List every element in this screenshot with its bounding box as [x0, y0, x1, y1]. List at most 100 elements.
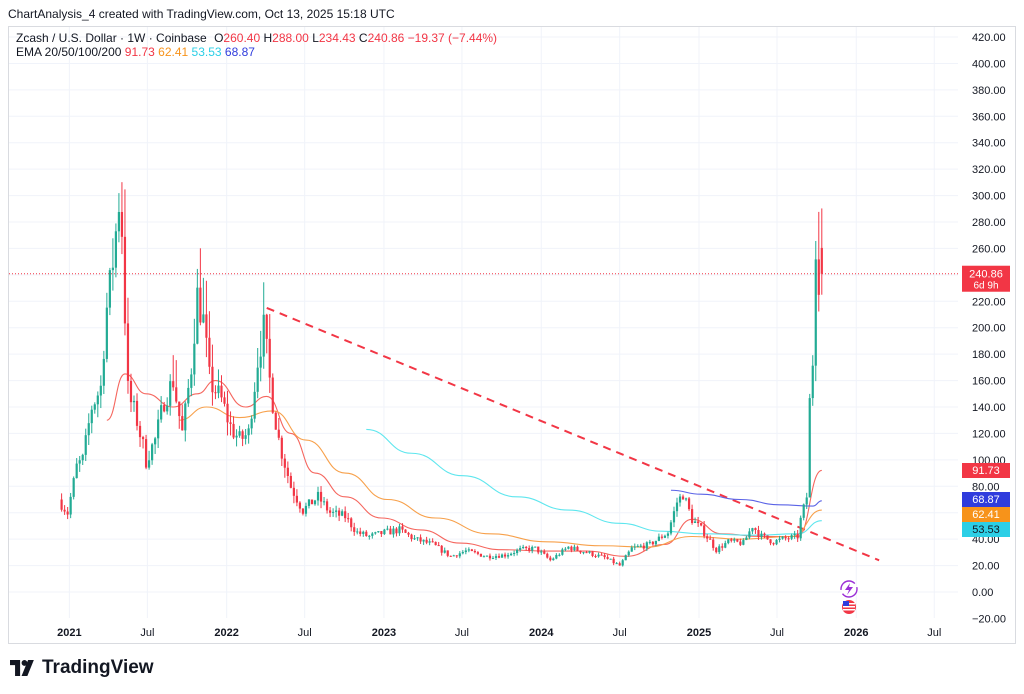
candle[interactable]	[663, 534, 667, 539]
candle[interactable]	[576, 545, 579, 551]
candle[interactable]	[211, 344, 214, 406]
candle[interactable]	[66, 506, 69, 520]
ema-line-ema-100[interactable]	[366, 428, 822, 536]
candle[interactable]	[60, 493, 63, 512]
candle[interactable]	[220, 375, 223, 403]
candle[interactable]	[407, 531, 410, 538]
candle[interactable]	[368, 534, 371, 540]
candle[interactable]	[537, 546, 540, 555]
candle[interactable]	[398, 523, 401, 536]
candle[interactable]	[461, 550, 464, 555]
candle[interactable]	[597, 552, 600, 558]
candle[interactable]	[247, 424, 250, 444]
symbol-name[interactable]: Zcash / U.S. Dollar · 1W · Coinbase	[16, 31, 207, 45]
candle[interactable]	[446, 550, 449, 558]
candle[interactable]	[108, 267, 111, 316]
candle[interactable]	[558, 553, 561, 557]
candle[interactable]	[259, 330, 262, 382]
candle[interactable]	[362, 530, 365, 537]
tradingview-logo[interactable]: TradingView	[10, 657, 154, 679]
candle[interactable]	[117, 193, 121, 243]
candle[interactable]	[522, 544, 525, 549]
candle[interactable]	[516, 548, 519, 556]
candle[interactable]	[681, 494, 685, 500]
candle[interactable]	[344, 506, 347, 523]
candle[interactable]	[359, 527, 362, 537]
candle[interactable]	[784, 535, 787, 541]
candle[interactable]	[506, 552, 510, 559]
candle[interactable]	[277, 417, 280, 441]
candle[interactable]	[268, 314, 271, 393]
candle[interactable]	[609, 558, 612, 560]
candle[interactable]	[217, 369, 220, 399]
candle[interactable]	[75, 458, 78, 479]
candle[interactable]	[383, 528, 386, 535]
candle[interactable]	[84, 428, 87, 461]
candle[interactable]	[715, 546, 718, 554]
chart-panel[interactable]	[8, 26, 1016, 644]
candle[interactable]	[742, 538, 745, 546]
lightning-icon[interactable]	[840, 580, 858, 598]
candle[interactable]	[543, 549, 546, 555]
candle[interactable]	[751, 527, 754, 535]
candle[interactable]	[814, 241, 817, 382]
candle[interactable]	[573, 544, 576, 552]
ema-line-ema-20[interactable]	[106, 373, 823, 557]
candle[interactable]	[235, 429, 238, 447]
candle[interactable]	[184, 401, 187, 442]
candle[interactable]	[482, 555, 486, 558]
candle[interactable]	[458, 551, 461, 559]
candle[interactable]	[223, 391, 226, 407]
candle[interactable]	[313, 499, 317, 506]
candle[interactable]	[310, 499, 314, 505]
candle[interactable]	[289, 472, 292, 489]
candle[interactable]	[709, 535, 712, 540]
candle[interactable]	[404, 529, 407, 534]
candle[interactable]	[763, 532, 766, 539]
candle[interactable]	[175, 360, 178, 404]
candle[interactable]	[371, 532, 374, 539]
candle[interactable]	[778, 535, 781, 543]
candle[interactable]	[817, 211, 820, 312]
candle[interactable]	[678, 493, 682, 507]
candle[interactable]	[205, 280, 208, 358]
candle[interactable]	[250, 415, 253, 435]
candle[interactable]	[642, 542, 645, 551]
candle[interactable]	[322, 496, 326, 506]
candle[interactable]	[126, 297, 130, 394]
candle[interactable]	[81, 453, 84, 466]
candle[interactable]	[615, 561, 618, 565]
candle[interactable]	[633, 543, 636, 551]
candle[interactable]	[262, 282, 265, 369]
candle[interactable]	[766, 535, 769, 540]
candle[interactable]	[196, 268, 199, 345]
candle[interactable]	[413, 535, 416, 541]
candle[interactable]	[332, 508, 335, 517]
candle[interactable]	[365, 530, 368, 537]
candle[interactable]	[229, 411, 232, 436]
candle[interactable]	[449, 555, 452, 557]
candle[interactable]	[422, 539, 425, 545]
candle[interactable]	[316, 486, 320, 506]
candle[interactable]	[552, 557, 555, 561]
candle[interactable]	[120, 182, 124, 255]
candle[interactable]	[805, 492, 808, 509]
candle[interactable]	[87, 413, 90, 445]
candle[interactable]	[111, 238, 114, 291]
candle[interactable]	[660, 534, 664, 540]
candle[interactable]	[401, 523, 404, 533]
candle[interactable]	[181, 404, 184, 431]
candle[interactable]	[727, 538, 730, 545]
candle[interactable]	[754, 527, 757, 534]
candle[interactable]	[386, 525, 389, 531]
candle[interactable]	[585, 550, 588, 554]
candle[interactable]	[416, 537, 419, 541]
candle[interactable]	[96, 391, 99, 418]
candle[interactable]	[546, 552, 549, 559]
candle[interactable]	[811, 355, 814, 406]
candle[interactable]	[606, 554, 609, 560]
us-flag-icon[interactable]	[842, 600, 856, 614]
candle[interactable]	[690, 504, 694, 525]
candle[interactable]	[419, 534, 422, 544]
